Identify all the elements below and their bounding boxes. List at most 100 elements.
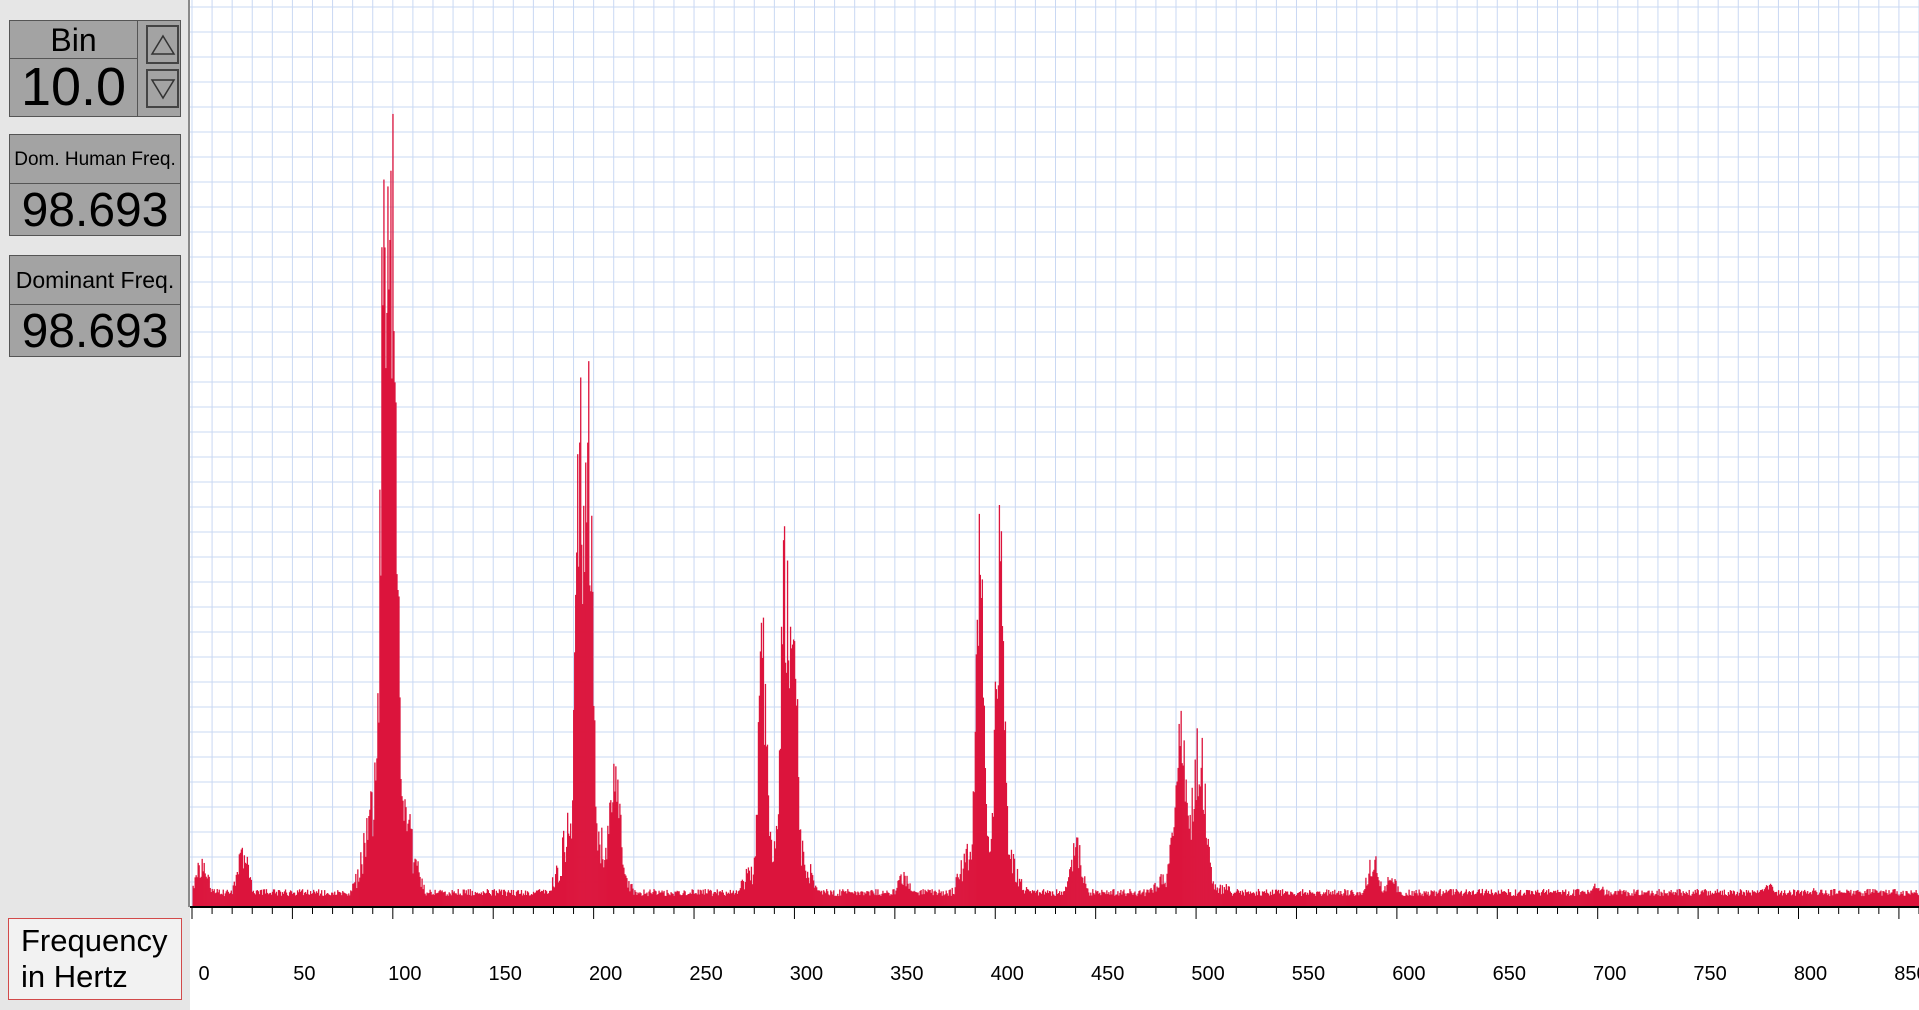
spectrum-bar (1234, 892, 1237, 907)
spectrum-bar (1510, 895, 1513, 907)
spectrum-bar (674, 891, 676, 907)
spectrum-bar (491, 890, 494, 907)
spectrum-bar (1798, 890, 1800, 907)
spectrum-bar (1209, 862, 1211, 907)
spectrum-bar (981, 579, 984, 907)
spectrum-bar (897, 880, 899, 907)
spectrum-bar (586, 522, 588, 907)
spectrum-bar (1587, 889, 1589, 907)
spectrum-bar (695, 893, 697, 907)
spectrum-bar (293, 892, 296, 907)
spectrum-bar (1500, 889, 1503, 907)
spectrum-bar (238, 854, 240, 907)
spectrum-bar (1706, 895, 1708, 907)
spectrum-bar (1532, 894, 1535, 907)
spectrum-bar (740, 880, 743, 907)
spectrum-bar (1004, 721, 1007, 907)
spectrum-bar (1402, 895, 1404, 907)
spectrum-bar (1601, 888, 1603, 907)
spectrum-bar (1102, 891, 1104, 907)
spectrum-bar (1622, 890, 1624, 907)
spectrum-bar (354, 882, 356, 907)
spectrum-bar (1660, 891, 1662, 907)
spectrum-bar (612, 802, 614, 907)
spectrum-bar (321, 890, 323, 907)
spectrum-bar (1699, 894, 1701, 907)
spectrum-bar (1904, 895, 1906, 907)
spectrum-bar (1158, 887, 1160, 907)
spectrum-bar (825, 893, 827, 907)
spectrum-bar (592, 591, 594, 907)
spectrum-bar (1581, 891, 1583, 907)
spectrum-bar (1663, 889, 1665, 907)
spectrum-bar (866, 891, 868, 907)
x-axis-title-line2: in Hertz (21, 959, 128, 994)
spectrum-bar (657, 893, 659, 907)
spectrum-bar (307, 894, 310, 907)
spectrum-bar (202, 871, 204, 907)
spectrum-bar (438, 891, 440, 907)
spectrum-bar (510, 889, 513, 907)
spectrum-bar (1411, 890, 1413, 907)
spectrum-bar (419, 876, 421, 907)
spectrum-bar (1739, 889, 1742, 907)
spectrum-bar (1756, 890, 1759, 907)
spectrum-bar (1420, 895, 1422, 907)
spectrum-bar (1550, 891, 1552, 907)
spectrum-bar (1045, 893, 1048, 907)
spectrum-bar (516, 890, 519, 907)
spectrum-bar (1284, 891, 1287, 907)
spectrum-bar (600, 863, 602, 907)
spectrum-bar (1735, 894, 1738, 907)
spectrum-bar (815, 885, 817, 907)
spectrum-bar (1455, 889, 1457, 907)
spectrum-bar (730, 893, 732, 907)
spectrum-bar (472, 895, 474, 907)
spectrum-bar (727, 892, 729, 907)
spectrum-bar (747, 867, 750, 907)
spectrum-bar (1561, 894, 1563, 907)
spectrum-bar (518, 894, 521, 907)
spectrum-bar (854, 890, 856, 907)
spectrum-bar (666, 889, 668, 907)
bin-increase-button[interactable] (146, 25, 179, 64)
spectrum-bar (1569, 895, 1571, 907)
spectrum-bar (1231, 895, 1234, 907)
plot-background (190, 0, 1919, 907)
spectrum-bar (921, 894, 923, 907)
spectrum-bar (1230, 892, 1233, 907)
spectrum-bar (1413, 891, 1415, 907)
spectrum-bar (1249, 891, 1252, 907)
x-tick-label: 850 (1894, 963, 1919, 985)
spectrum-bar (569, 835, 571, 907)
spectrum-bar (1909, 894, 1911, 907)
spectrum-bar (698, 894, 700, 907)
spectrum-bar (915, 892, 917, 907)
spectrum-bar (842, 889, 844, 907)
spectrum-bar (1656, 890, 1658, 907)
spectrum-bar (452, 892, 454, 907)
spectrum-bar (1322, 894, 1324, 907)
spectrum-bar (1081, 876, 1083, 907)
spectrum-bar (1426, 894, 1428, 907)
spectrum-bar (868, 891, 870, 907)
bin-decrease-button[interactable] (146, 69, 179, 108)
spectrum-bar (596, 823, 598, 907)
spectrum-bar (1707, 891, 1709, 907)
spectrum-bar (1607, 894, 1609, 907)
spectrum-bar (810, 864, 812, 907)
spectrum-bar (1515, 895, 1518, 907)
spectrum-bar (870, 890, 872, 907)
spectrum-bar (546, 893, 549, 907)
spectrum-bar (1421, 893, 1423, 907)
spectrum-bar (216, 889, 218, 907)
axis-strip (190, 907, 1919, 1010)
spectrum-bar (390, 170, 392, 908)
spectrum-bar (1641, 890, 1643, 907)
spectrum-bar (1604, 895, 1606, 907)
spectrum-bar (855, 892, 857, 907)
spectrum-bar (424, 893, 426, 907)
spectrum-bar (1296, 893, 1299, 907)
spectrum-bar (1872, 889, 1874, 907)
spectrum-bar (1366, 885, 1368, 907)
